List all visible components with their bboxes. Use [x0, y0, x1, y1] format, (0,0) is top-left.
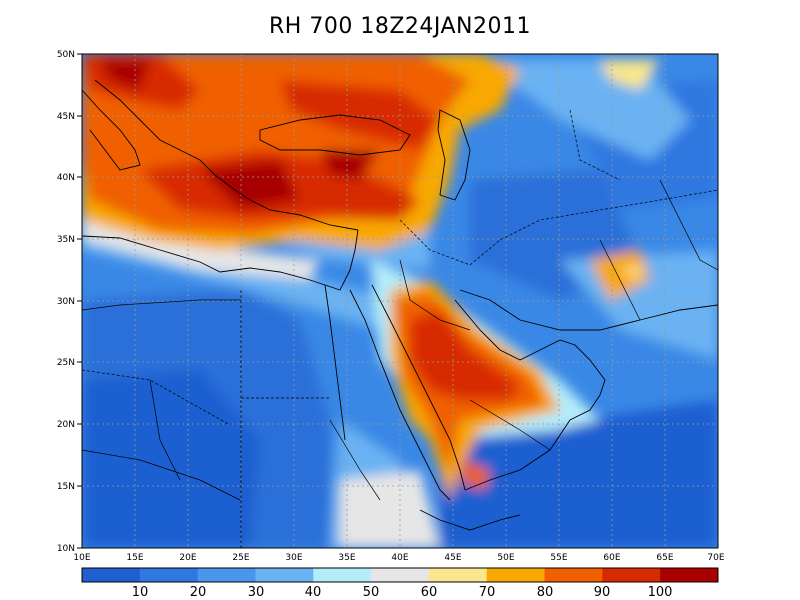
lon-label: 55E: [550, 553, 567, 563]
colorbar-swatch: [255, 568, 314, 582]
colorbar-label: 50: [363, 585, 380, 600]
colorbar-swatches: [82, 568, 719, 582]
colorbar-label: 90: [594, 585, 611, 600]
lat-label: 10N: [57, 544, 75, 554]
colorbar-label: 60: [421, 585, 438, 600]
lat-label: 35N: [57, 235, 75, 245]
colorbar-label: 100: [648, 585, 673, 600]
lat-label: 45N: [57, 112, 75, 122]
borders: [82, 109, 718, 548]
colorbar-label: 40: [305, 585, 322, 600]
lon-label: 15E: [126, 553, 143, 563]
lat-label: 25N: [57, 358, 75, 368]
colorbar-swatch: [313, 568, 372, 582]
colorbar-label: 10: [132, 585, 149, 600]
lat-label: 40N: [57, 173, 75, 183]
colorbar-label: 30: [248, 585, 265, 600]
colorbar-swatch: [197, 568, 256, 582]
map-title: RH 700 18Z24JAN2011: [269, 14, 531, 39]
lat-label: 30N: [57, 297, 75, 307]
colorbar-swatch: [486, 568, 546, 582]
colorbar-swatch: [139, 568, 199, 582]
lat-labels: 50N 45N 40N 35N 30N 25N 20N 15N 10N: [57, 50, 75, 554]
lat-label: 15N: [57, 482, 75, 492]
axis-ticks: [77, 53, 82, 549]
lon-label: 40E: [391, 553, 408, 563]
colorbar: 10 20 30 40 50 60 70 80 90 100: [81, 567, 719, 600]
lon-label: 65E: [656, 553, 673, 563]
lon-labels: 10E 15E 20E 25E 30E 35E 40E 45E 50E 55E …: [73, 553, 724, 563]
lon-label: 45E: [444, 553, 461, 563]
lat-label: 50N: [57, 50, 75, 60]
country-borders: [82, 179, 718, 501]
colorbar-swatch: [371, 568, 430, 582]
colorbar-frame: [81, 567, 719, 583]
lat-label: 20N: [57, 420, 75, 430]
lon-label: 50E: [497, 553, 514, 563]
lon-label: 35E: [338, 553, 355, 563]
colorbar-swatch: [602, 568, 661, 582]
colorbar-swatch: [660, 568, 719, 582]
colorbar-swatch: [544, 568, 603, 582]
lon-label: 20E: [179, 553, 196, 563]
colorbar-label: 80: [537, 585, 554, 600]
lon-label: 70E: [707, 553, 724, 563]
rh-field: [82, 54, 718, 548]
colorbar-swatch: [82, 568, 141, 582]
lon-label: 30E: [285, 553, 302, 563]
colorbar-label: 20: [190, 585, 207, 600]
lon-label: 10E: [73, 553, 90, 563]
lon-label: 25E: [232, 553, 249, 563]
coastlines: [82, 79, 718, 531]
colorbar-label: 70: [479, 585, 496, 600]
colorbar-labels: 10 20 30 40 50 60 70 80 90 100: [132, 585, 673, 600]
lon-label: 60E: [603, 553, 620, 563]
colorbar-swatch: [428, 568, 488, 582]
